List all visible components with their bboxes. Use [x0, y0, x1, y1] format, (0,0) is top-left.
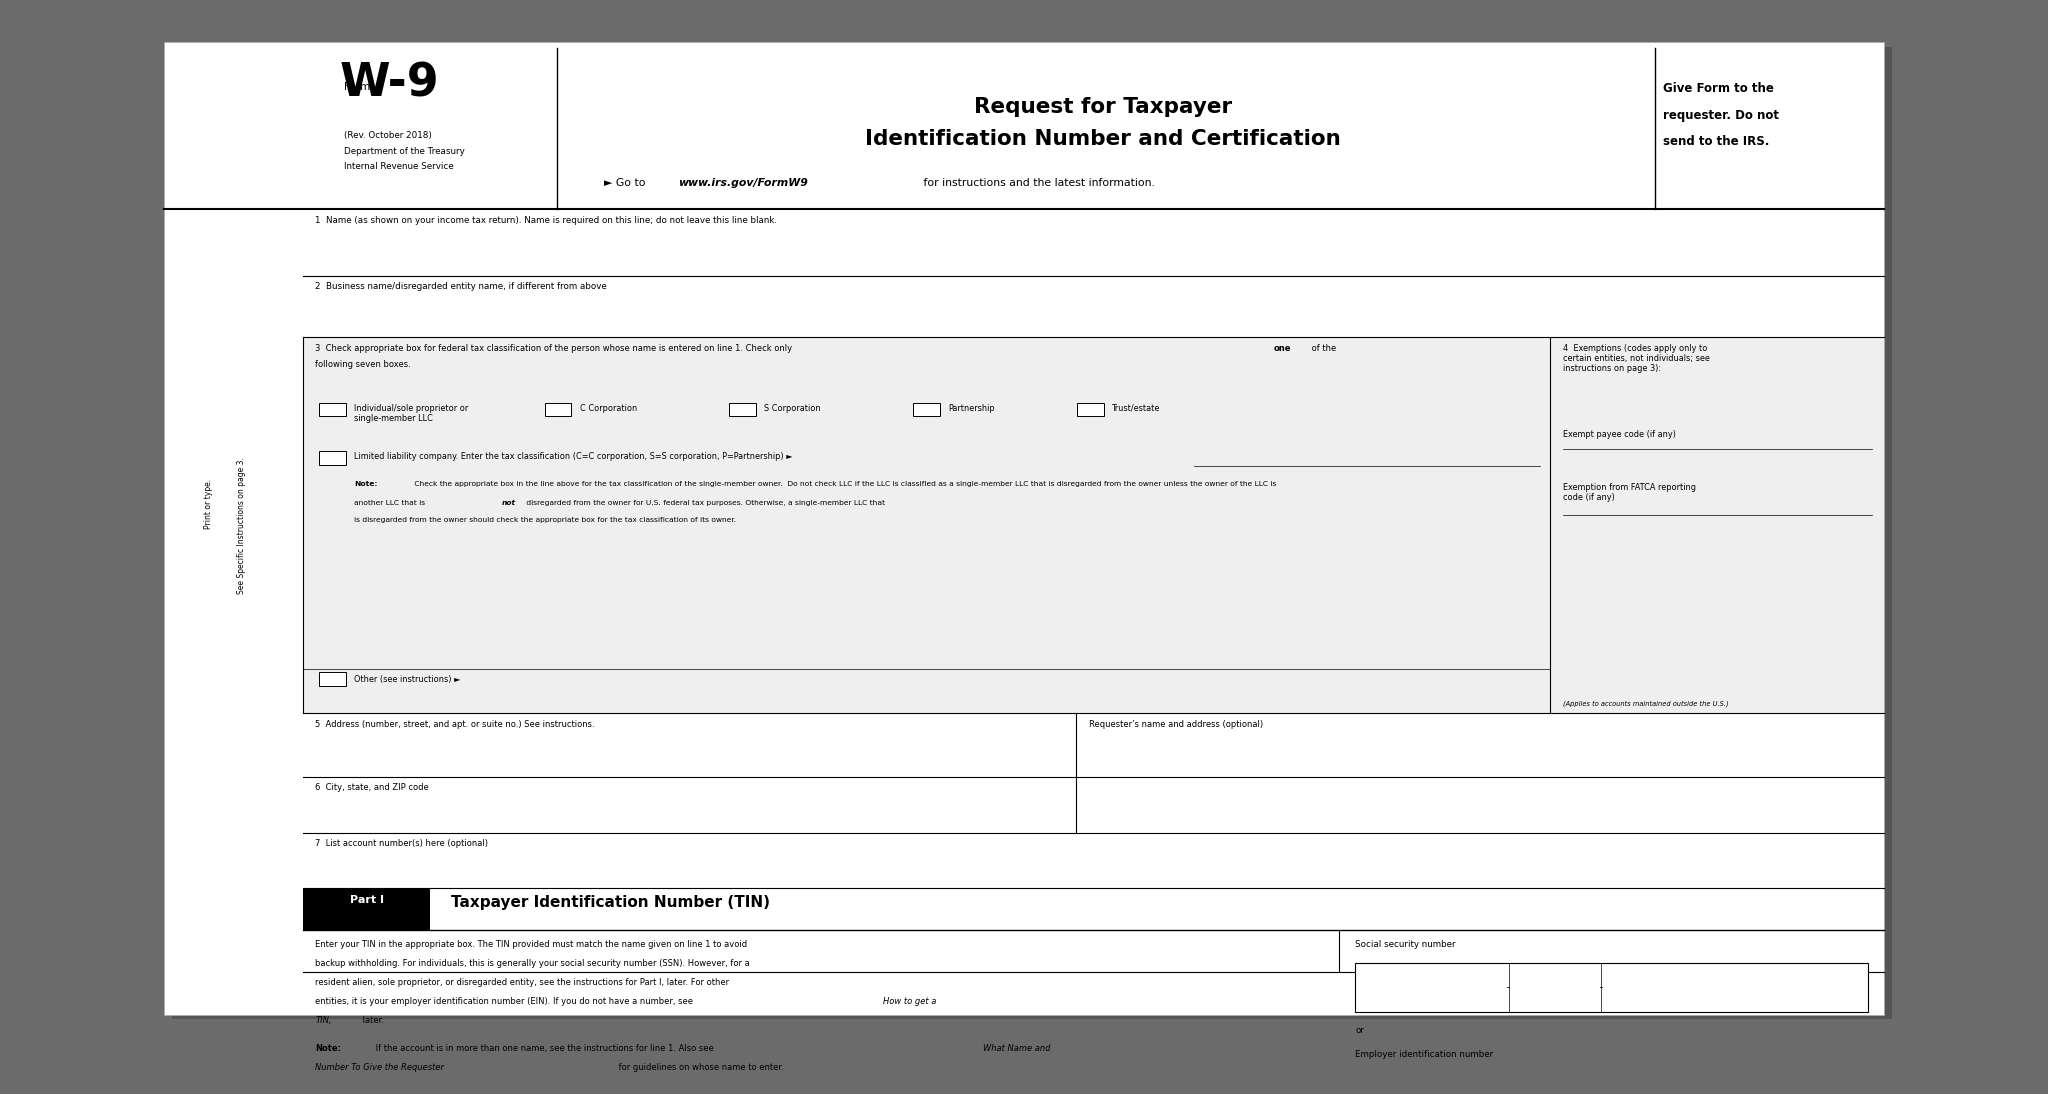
Text: Exemption from FATCA reporting
code (if any): Exemption from FATCA reporting code (if … — [1563, 484, 1696, 502]
Text: Number To Give the Requester: Number To Give the Requester — [315, 1063, 444, 1072]
Text: 7  List account number(s) here (optional): 7 List account number(s) here (optional) — [315, 839, 487, 848]
Text: is disregarded from the owner should check the appropriate box for the tax class: is disregarded from the owner should che… — [354, 516, 737, 523]
Text: What Name and: What Name and — [983, 1045, 1051, 1054]
Text: Taxpayer Identification Number (TIN): Taxpayer Identification Number (TIN) — [451, 895, 770, 910]
Text: Employer identification number: Employer identification number — [1356, 1049, 1493, 1059]
Bar — [913, 403, 940, 417]
Text: resident alien, sole proprietor, or disregarded entity, see the instructions for: resident alien, sole proprietor, or disr… — [315, 978, 729, 987]
Bar — [303, 888, 430, 930]
Text: Identification Number and Certification: Identification Number and Certification — [864, 129, 1341, 149]
Text: S Corporation: S Corporation — [764, 404, 821, 412]
Text: Internal Revenue Service: Internal Revenue Service — [344, 162, 455, 171]
Text: 4  Exemptions (codes apply only to
certain entities, not individuals; see
instru: 4 Exemptions (codes apply only to certai… — [1563, 344, 1710, 373]
Text: disregarded from the owner for U.S. federal tax purposes. Otherwise, a single-me: disregarded from the owner for U.S. fede… — [524, 500, 885, 505]
Bar — [1077, 403, 1104, 417]
Text: or: or — [1356, 1026, 1364, 1035]
FancyBboxPatch shape — [164, 43, 1884, 1015]
Text: another LLC that is: another LLC that is — [354, 500, 428, 505]
Text: Print or type.: Print or type. — [205, 479, 213, 529]
Text: Give Form to the: Give Form to the — [1663, 82, 1774, 95]
Text: -: - — [1595, 982, 1608, 992]
Text: W-9: W-9 — [340, 61, 440, 106]
Text: send to the IRS.: send to the IRS. — [1663, 136, 1769, 149]
Text: for guidelines on whose name to enter.: for guidelines on whose name to enter. — [616, 1063, 784, 1072]
Text: ► Go to: ► Go to — [604, 177, 649, 187]
Text: www.irs.gov/FormW9: www.irs.gov/FormW9 — [678, 177, 807, 187]
Text: 1  Name (as shown on your income tax return). Name is required on this line; do : 1 Name (as shown on your income tax retu… — [315, 216, 778, 224]
Bar — [1356, 963, 1868, 1012]
Text: (Applies to accounts maintained outside the U.S.): (Applies to accounts maintained outside … — [1563, 700, 1729, 707]
Text: 6  City, state, and ZIP code: 6 City, state, and ZIP code — [315, 783, 430, 792]
Text: Enter your TIN in the appropriate box. The TIN provided must match the name give: Enter your TIN in the appropriate box. T… — [315, 940, 748, 948]
Text: See Specific Instructions on page 3.: See Specific Instructions on page 3. — [238, 457, 246, 594]
Text: backup withholding. For individuals, this is generally your social security numb: backup withholding. For individuals, thi… — [315, 958, 750, 968]
Bar — [729, 403, 756, 417]
Text: Request for Taxpayer: Request for Taxpayer — [973, 97, 1233, 117]
Text: -: - — [1503, 982, 1513, 992]
Text: Limited liability company. Enter the tax classification (C=C corporation, S=S co: Limited liability company. Enter the tax… — [354, 453, 793, 462]
Text: If the account is in more than one name, see the instructions for line 1. Also s: If the account is in more than one name,… — [373, 1045, 717, 1054]
Bar — [319, 403, 346, 417]
Text: Partnership: Partnership — [948, 404, 995, 412]
Text: 2  Business name/disregarded entity name, if different from above: 2 Business name/disregarded entity name,… — [315, 282, 606, 291]
Text: requester. Do not: requester. Do not — [1663, 109, 1780, 121]
Text: Department of the Treasury: Department of the Treasury — [344, 147, 465, 156]
Text: -: - — [1462, 1092, 1473, 1094]
Text: entities, it is your employer identification number (EIN). If you do not have a : entities, it is your employer identifica… — [315, 997, 696, 1005]
Text: Individual/sole proprietor or
single-member LLC: Individual/sole proprietor or single-mem… — [354, 404, 469, 423]
FancyBboxPatch shape — [172, 47, 1892, 1019]
Text: (Rev. October 2018): (Rev. October 2018) — [344, 131, 432, 140]
Text: Note:: Note: — [354, 481, 377, 487]
Text: for instructions and the latest information.: for instructions and the latest informat… — [920, 177, 1155, 187]
Text: Social security number: Social security number — [1356, 940, 1456, 948]
Text: C Corporation: C Corporation — [580, 404, 637, 412]
Text: 5  Address (number, street, and apt. or suite no.) See instructions.: 5 Address (number, street, and apt. or s… — [315, 720, 596, 729]
Bar — [303, 337, 1884, 713]
Text: later.: later. — [360, 1015, 385, 1025]
Text: TIN,: TIN, — [315, 1015, 332, 1025]
Text: Requester’s name and address (optional): Requester’s name and address (optional) — [1090, 720, 1264, 729]
Text: Note:: Note: — [315, 1045, 342, 1054]
Text: following seven boxes.: following seven boxes. — [315, 360, 412, 370]
Bar — [319, 672, 346, 686]
Text: Other (see instructions) ►: Other (see instructions) ► — [354, 675, 461, 685]
Text: How to get a: How to get a — [883, 997, 936, 1005]
Bar — [319, 452, 346, 465]
Text: of the: of the — [1309, 344, 1335, 352]
Text: Check the appropriate box in the line above for the tax classification of the si: Check the appropriate box in the line ab… — [412, 481, 1276, 487]
Text: Form: Form — [344, 82, 371, 93]
Bar — [1356, 1073, 1868, 1094]
Text: 3  Check appropriate box for federal tax classification of the person whose name: 3 Check appropriate box for federal tax … — [315, 344, 795, 352]
Bar — [545, 403, 571, 417]
Text: not: not — [502, 500, 516, 505]
Text: one: one — [1274, 344, 1292, 352]
Text: Trust/estate: Trust/estate — [1112, 404, 1161, 412]
Text: Part I: Part I — [350, 895, 383, 905]
Text: Exempt payee code (if any): Exempt payee code (if any) — [1563, 430, 1675, 439]
